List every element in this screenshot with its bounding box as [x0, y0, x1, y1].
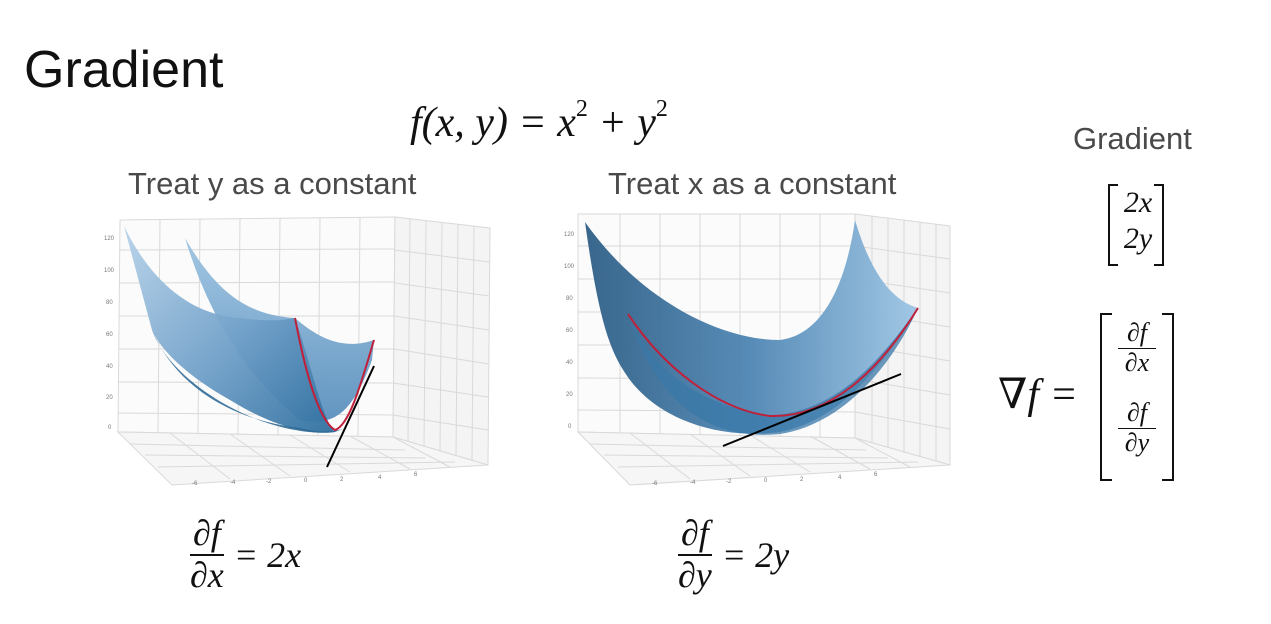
matrix-dfdy: ∂f ∂y: [1118, 398, 1156, 457]
dfdx-denominator: ∂x: [190, 554, 224, 595]
left-x-tick-labels: -6 -4 -2 0 2 4 6: [192, 472, 418, 487]
left-x-tick: 2: [340, 477, 344, 483]
dfdx-rhs: = 2x: [233, 534, 302, 575]
left-x-tick: 4: [378, 475, 382, 481]
middle-z-tick: 0: [568, 424, 572, 430]
left-x-tick: 0: [304, 478, 308, 484]
gradient-vector: 2x 2y: [1108, 184, 1164, 266]
left-x-tick: 6: [414, 472, 418, 478]
middle-slice-curve: [627, 307, 919, 418]
middle-x-tick: 2: [800, 477, 804, 483]
left-z-tick: 120: [104, 236, 115, 242]
middle-z-tick-labels: 120 100 80 60 40 20 0: [564, 232, 575, 430]
function-lhs: f(x, y) = x: [410, 100, 576, 146]
left-panel-subtitle: Treat y as a constant: [128, 166, 417, 201]
function-equation: f(x, y) = x2 + y2: [410, 96, 668, 147]
middle-3d-plot: 120 100 80 60 40 20 0 -6 -4 -2 0 2 4 6: [564, 213, 951, 487]
left-z-tick-labels: 120 100 80 60 40 20 0: [104, 236, 115, 431]
gradient-vector-y: 2y: [1123, 222, 1153, 255]
gradient-vector-x: 2x: [1123, 186, 1153, 219]
matrix-dfdy-numerator: ∂f: [1118, 398, 1156, 429]
left-slice-curve: [294, 317, 375, 432]
middle-x-tick: 0: [764, 478, 768, 484]
middle-surface-front: [628, 308, 918, 435]
middle-z-tick: 20: [566, 392, 573, 398]
nabla-f-label: ∇f =: [998, 372, 1078, 418]
left-surface: [124, 226, 335, 433]
middle-panel-subtitle: Treat x as a constant: [608, 166, 897, 201]
left-x-tick: -6: [192, 481, 198, 487]
partial-derivative-y: ∂f ∂y = 2y: [678, 513, 790, 595]
left-x-tick: -4: [230, 480, 236, 486]
left-bracket: [1100, 313, 1112, 481]
matrix-dfdx: ∂f ∂x: [1118, 318, 1156, 377]
middle-x-tick: -4: [690, 480, 696, 486]
left-z-tick: 80: [106, 300, 113, 306]
matrix-dfdx-denominator: ∂x: [1124, 347, 1150, 377]
right-bracket: [1162, 313, 1174, 481]
left-x-tick: -2: [266, 479, 272, 485]
left-3d-plot: 120 100 80 60 40 20 0 -6 -4 -2 0 2 4 6: [104, 216, 491, 487]
partial-derivative-x: ∂f ∂x = 2x: [190, 513, 302, 595]
dfdy-rhs: = 2y: [721, 534, 790, 575]
dfdy-denominator: ∂y: [678, 554, 712, 595]
middle-x-tick: -2: [726, 479, 732, 485]
middle-z-tick: 40: [566, 360, 573, 366]
dfdx-numerator: ∂f: [190, 513, 224, 556]
gradient-matrix: ∂f ∂x ∂f ∂y: [1100, 313, 1174, 481]
function-exponent-2: 2: [655, 96, 668, 122]
dfdy-fraction: ∂f ∂y: [678, 513, 712, 595]
middle-z-tick: 80: [566, 296, 573, 302]
middle-x-tick: -6: [652, 481, 658, 487]
left-surface-front: [152, 330, 345, 433]
left-z-tick: 0: [108, 425, 112, 431]
middle-z-tick: 100: [564, 264, 575, 270]
left-z-tick: 40: [106, 364, 113, 370]
gradient-label: Gradient: [1073, 121, 1192, 156]
function-mid: + y: [587, 100, 656, 146]
left-bracket: [1108, 184, 1118, 266]
middle-tangent-line: [722, 373, 902, 447]
middle-z-tick: 60: [566, 328, 573, 334]
function-exponent-1: 2: [575, 96, 588, 122]
middle-x-tick-labels: -6 -4 -2 0 2 4 6: [652, 472, 878, 487]
middle-z-tick: 120: [564, 232, 575, 238]
middle-x-tick: 6: [874, 472, 878, 478]
left-tangent-line: [326, 365, 375, 468]
slide-title: Gradient: [24, 41, 224, 99]
matrix-dfdx-numerator: ∂f: [1118, 318, 1156, 349]
dfdx-fraction: ∂f ∂x: [190, 513, 224, 595]
right-bracket: [1154, 184, 1164, 266]
left-z-tick: 20: [106, 395, 113, 401]
matrix-dfdy-denominator: ∂y: [1124, 427, 1150, 457]
middle-x-tick: 4: [838, 475, 842, 481]
dfdy-numerator: ∂f: [678, 513, 712, 556]
left-z-tick: 60: [106, 332, 113, 338]
left-z-tick: 100: [104, 268, 115, 274]
